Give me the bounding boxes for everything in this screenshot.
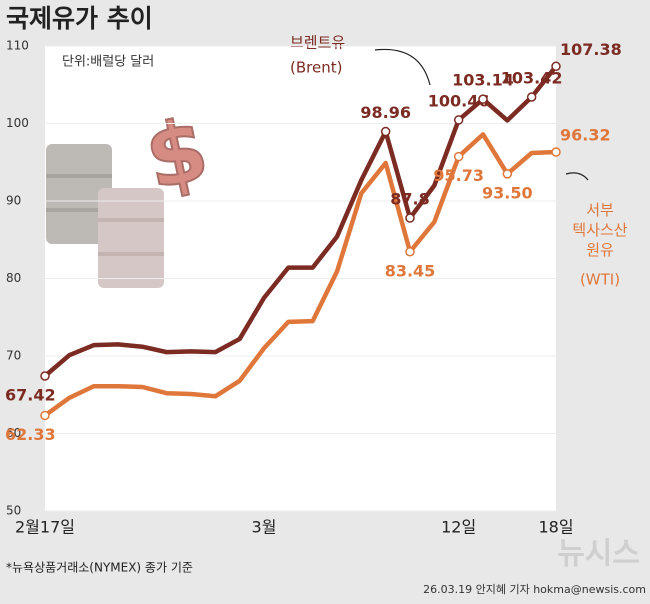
x-tick-label: 12일: [441, 518, 476, 537]
value-label: 87.8: [390, 190, 429, 209]
x-tick-label: 2월17일: [15, 518, 75, 537]
data-point: [40, 410, 50, 421]
data-point: [478, 94, 488, 104]
unit-label: 단위:배럴당 달러: [62, 55, 154, 70]
legend-brent-sub: (Brent): [290, 59, 342, 77]
value-label: 62.33: [5, 425, 56, 444]
y-tick-label: 70: [6, 349, 21, 363]
value-label: 100.46: [428, 91, 490, 110]
value-label: 107.38: [560, 40, 622, 59]
value-label: 83.45: [385, 261, 436, 280]
legend-wti-sub: (WTI): [580, 271, 620, 289]
credit: 26.03.19 안지혜 기자 hokma@newsis.com: [423, 583, 646, 596]
data-point: [453, 151, 464, 162]
data-point: [551, 61, 561, 72]
legend-arrow: [374, 48, 431, 86]
barrel-illustration: $: [46, 98, 218, 288]
value-label: 98.96: [360, 103, 411, 122]
data-point: [405, 247, 415, 257]
y-tick-label: 60: [6, 426, 21, 440]
x-tick-label: 18일: [538, 518, 573, 537]
y-tick-label: 110: [6, 39, 29, 53]
chart-title: 국제유가 추이: [6, 4, 153, 33]
data-point: [40, 371, 50, 381]
y-tick-label: 80: [6, 271, 21, 285]
x-tick-label: 3월: [252, 518, 277, 537]
value-label: 103.42: [501, 68, 563, 87]
watermark: 뉴시스: [557, 537, 640, 572]
value-label: 93.50: [482, 183, 533, 202]
y-tick-label: 100: [6, 116, 29, 130]
series-line: [43, 132, 557, 418]
data-point: [380, 126, 391, 137]
value-label: 103.14: [452, 71, 514, 90]
y-tick-label: 50: [6, 504, 21, 518]
data-point: [551, 147, 561, 157]
data-point: [405, 213, 415, 223]
footnote: *뉴욕상품거래소(NYMEX) 종가 기준: [6, 561, 193, 575]
y-tick-label: 90: [6, 194, 21, 208]
series-line: [43, 64, 558, 378]
legend-arrow: [565, 172, 589, 181]
data-point: [453, 115, 464, 125]
data-point: [502, 169, 513, 179]
value-label: 95.73: [433, 166, 484, 185]
value-label: 96.32: [560, 126, 611, 145]
legend-wti: 서부 텍사스산 원유: [572, 201, 627, 259]
legend-brent: 브렌트유: [290, 34, 345, 52]
data-point: [526, 92, 537, 102]
value-label: 67.42: [5, 385, 56, 404]
